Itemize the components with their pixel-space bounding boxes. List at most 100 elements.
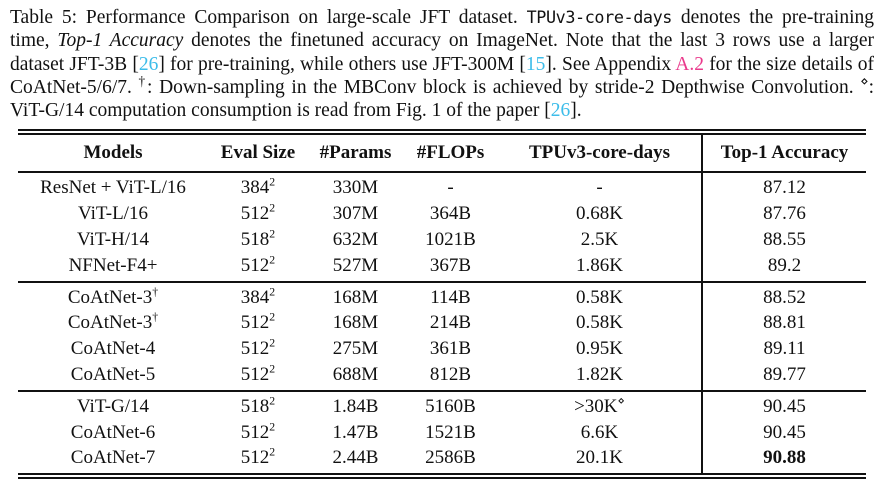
cell-params-text: 632M <box>332 229 379 251</box>
cell-model-text: ViT-G/14 <box>76 395 150 417</box>
cell-flops: 5160B <box>403 391 498 420</box>
cell-tpu-days-text: >30K <box>574 395 618 417</box>
cell-params-text: 307M <box>332 203 379 225</box>
cell-params: 1.84B <box>308 391 403 420</box>
cell-params: 2.44B <box>308 445 403 473</box>
caption-text: ]. <box>570 100 582 122</box>
cell-accuracy: 88.52 <box>701 281 866 311</box>
cell-eval-size-text: 512 <box>240 421 270 443</box>
cell-eval-size: 3842 <box>208 172 308 201</box>
cell-model: CoAtNet-7 <box>18 445 208 473</box>
cell-params-text: 2.44B <box>332 447 379 469</box>
cell-eval-size-text: 2 <box>269 420 276 434</box>
cell-eval-size: 5122 <box>208 445 308 473</box>
cell-flops-text: - <box>447 177 454 199</box>
cell-model-text: † <box>152 285 159 299</box>
cell-flops: 214B <box>403 310 498 336</box>
cell-eval-size-text: 512 <box>240 254 270 276</box>
cell-flops-text: 812B <box>429 364 472 386</box>
cell-accuracy: 87.12 <box>701 172 866 202</box>
cell-accuracy-text: 88.55 <box>763 229 806 251</box>
caption-code-text: TPUv3-core-days <box>526 7 673 27</box>
cell-params: 1.47B <box>308 420 403 446</box>
cell-tpu-days: 0.68K <box>498 201 702 227</box>
cell-tpu-days-text: 2.5K <box>580 229 619 251</box>
cell-accuracy-text: 87.12 <box>763 177 806 199</box>
table-row: CoAtNet-4 5122 275M 361B 0.95K 89.11 <box>18 336 866 363</box>
results-table: Models Eval Size #Params #FLOPs TPUv3-core-d… <box>18 135 866 474</box>
citation-link[interactable]: 26 <box>138 53 159 75</box>
cell-tpu-days: - <box>498 172 702 201</box>
cell-eval-size-text: 512 <box>240 312 270 334</box>
citation-link[interactable]: 26 <box>550 100 571 122</box>
cell-params: 527M <box>308 253 403 282</box>
citation-link[interactable]: 15 <box>525 53 546 75</box>
cell-eval-size-text: 518 <box>240 229 270 251</box>
cell-eval-size: 3842 <box>208 282 308 311</box>
cell-eval-size: 5122 <box>208 253 308 282</box>
cell-accuracy: 89.2 <box>701 252 866 282</box>
cell-accuracy-text: 89.11 <box>763 338 806 360</box>
cell-accuracy-text: 88.81 <box>763 312 806 334</box>
cell-eval-size-text: 512 <box>240 203 270 225</box>
cell-flops-text: 1521B <box>425 421 476 443</box>
cell-model-text: NFNet-F4+ <box>68 254 158 276</box>
cell-model-text: CoAtNet-3 <box>67 286 153 308</box>
cell-accuracy-text: 90.45 <box>763 395 806 417</box>
cell-eval-size: 5122 <box>208 420 308 446</box>
cell-accuracy: 87.76 <box>701 201 866 228</box>
cell-eval-size-text: 384 <box>240 177 270 199</box>
table-row: ResNet + ViT-L/16 3842 330M - - 87.12 <box>18 172 866 202</box>
caption-text: Table 5: Performance Comparison on large… <box>10 7 527 28</box>
cell-tpu-days-text: 0.68K <box>576 203 623 225</box>
cell-model-text: CoAtNet-3 <box>67 312 153 334</box>
cell-params: 688M <box>308 362 403 391</box>
cell-eval-size-text: 518 <box>240 395 270 417</box>
caption-text: for the size details of CoAtNet-5/6/7. <box>10 53 874 98</box>
cell-accuracy-text: 89.2 <box>767 254 802 276</box>
table-group-baselines: ResNet + ViT-L/16 3842 330M - -87.12 ViT-L/16… <box>18 172 866 282</box>
table-row: NFNet-F4+ 5122 527M 367B 1.86K 89.2 <box>18 252 866 282</box>
cell-params-text: 527M <box>332 254 379 276</box>
column-header-tpu-core-days: TPUv3-core-days <box>498 135 702 174</box>
table-caption: Table 5: Performance Comparison on large… <box>10 6 874 122</box>
cell-eval-size-text: 2 <box>269 201 276 215</box>
cell-model: NFNet-F4+ <box>18 253 208 282</box>
cell-tpu-days-text: - <box>596 177 603 199</box>
cell-model: CoAtNet-4 <box>18 336 208 362</box>
column-header-eval-size: Eval Size <box>208 135 308 174</box>
cell-tpu-days-text: 0.95K <box>576 338 623 360</box>
appendix-link[interactable]: A.2 <box>675 53 704 75</box>
cell-eval-size: 5122 <box>208 310 308 336</box>
cell-eval-size-text: 512 <box>240 364 270 386</box>
column-header-params: #Params <box>308 135 403 174</box>
cell-model: ViT-L/16 <box>18 201 208 227</box>
caption-footnote-marker: † <box>138 73 147 89</box>
cell-flops-text: 1021B <box>425 229 476 251</box>
cell-tpu-days: 1.82K <box>498 362 702 391</box>
cell-tpu-days-text: 0.58K <box>576 286 623 308</box>
cell-tpu-days-text: ⋄ <box>617 394 625 408</box>
cell-tpu-days: 2.5K <box>498 227 702 253</box>
cell-params: 330M <box>308 172 403 201</box>
cell-flops: 361B <box>403 336 498 362</box>
table-row: CoAtNet-7 5122 2.44B 2586B 20.1K 90.88 <box>18 445 866 474</box>
cell-accuracy-text: 88.52 <box>763 286 806 308</box>
cell-eval-size-text: 2 <box>269 176 276 190</box>
cell-model-text: CoAtNet-6 <box>70 421 156 443</box>
cell-flops: 367B <box>403 253 498 282</box>
cell-model-text: ResNet + ViT-L/16 <box>40 177 186 199</box>
cell-model-text: † <box>152 311 159 325</box>
cell-eval-size-text: 512 <box>240 447 270 469</box>
cell-flops-text: 364B <box>429 203 472 225</box>
cell-tpu-days: >30K⋄ <box>498 391 702 420</box>
cell-accuracy: 88.55 <box>701 227 866 253</box>
cell-tpu-days-text: 6.6K <box>580 421 619 443</box>
cell-params: 168M <box>308 310 403 336</box>
cell-model: CoAtNet-6 <box>18 420 208 446</box>
cell-model-text: ViT-H/14 <box>76 229 150 251</box>
table-row: CoAtNet-5 5122 688M 812B 1.82K 89.77 <box>18 362 866 391</box>
cell-params: 307M <box>308 201 403 227</box>
cell-flops-text: 367B <box>429 254 472 276</box>
cell-params-text: 688M <box>332 364 379 386</box>
